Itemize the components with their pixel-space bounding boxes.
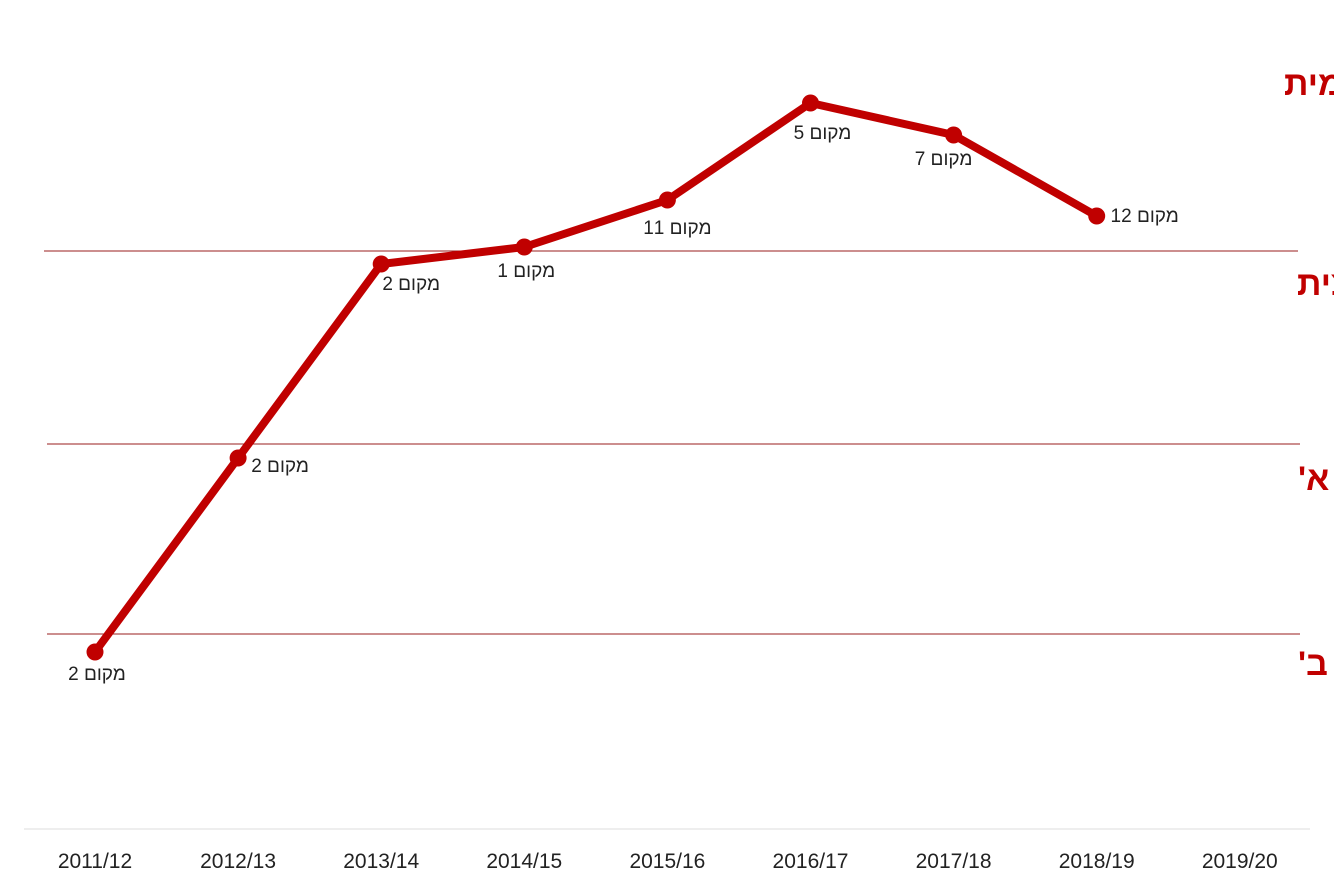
x-tick-label: 2018/19 (1059, 850, 1135, 873)
data-label: מקום 1 (497, 261, 555, 282)
data-label: מקום 2 (382, 274, 440, 295)
data-label: מקום 11 (643, 218, 711, 239)
data-point (372, 255, 390, 273)
x-tick-label: 2016/17 (773, 850, 849, 873)
x-tick-label: 2014/15 (486, 850, 562, 873)
league-label-alef: ליגה א' (1298, 460, 1334, 498)
data-point (86, 643, 104, 661)
data-point (229, 449, 247, 467)
x-tick-label: 2013/14 (343, 850, 419, 873)
data-labels: מקום 2 מקום 2 מקום 2 מקום 1 מקום 11 מקום 5 מקו… (68, 123, 1179, 685)
x-tick-label: 2015/16 (629, 850, 705, 873)
data-point (658, 191, 676, 209)
x-tick-label: 2011/12 (58, 850, 132, 873)
league-label-bet: ליגה ב' (1298, 645, 1334, 683)
data-label: מקום 5 (794, 123, 852, 144)
series-line (91, 99, 1101, 656)
data-label: מקום 7 (915, 149, 973, 170)
data-point (945, 126, 963, 144)
x-axis-ticks: 2011/12 2012/13 2013/14 2014/15 2015/16 2016/… (58, 850, 1278, 873)
data-point (515, 238, 533, 256)
data-points (86, 94, 1106, 661)
league-label-leumit: ליגה לאומית (1284, 65, 1334, 103)
league-label-artzit: ליגה ארצית (1297, 265, 1334, 303)
x-tick-label: 2012/13 (200, 850, 276, 873)
data-point (802, 94, 819, 112)
data-label: מקום 12 (1111, 206, 1179, 227)
data-label: מקום 2 (251, 456, 309, 477)
x-tick-label: 2017/18 (916, 850, 992, 873)
data-label: מקום 2 (68, 664, 126, 685)
data-point (1088, 207, 1106, 225)
x-tick-label: 2019/20 (1202, 850, 1278, 873)
